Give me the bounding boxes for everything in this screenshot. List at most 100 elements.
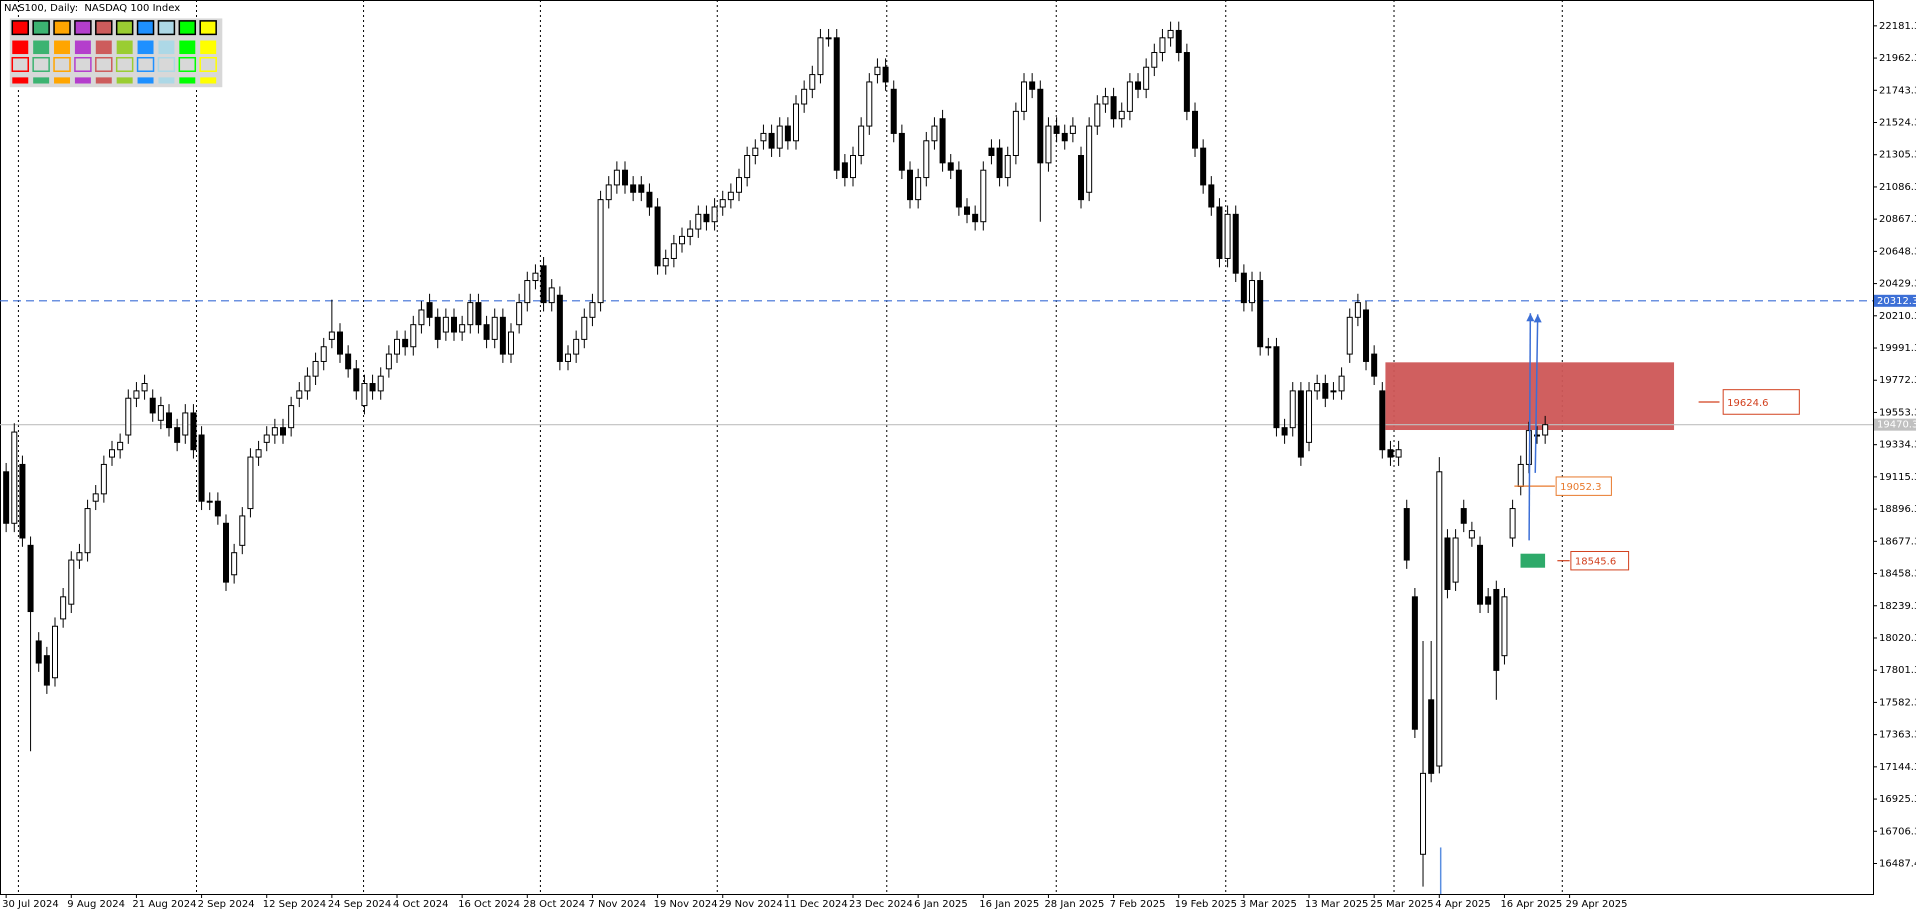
candle-body [858, 125, 865, 156]
x-tick-label: 16 Oct 2024 [458, 899, 520, 910]
candle-body [1224, 213, 1231, 259]
candle-body [866, 81, 873, 127]
candle-body [1306, 390, 1313, 443]
level-label-box [1722, 389, 1800, 415]
color-swatch[interactable] [199, 56, 217, 72]
color-swatch[interactable] [74, 56, 92, 72]
candle-body [556, 294, 563, 362]
candle-body [182, 412, 189, 436]
color-swatch[interactable] [33, 77, 50, 84]
color-swatch[interactable] [157, 20, 176, 36]
candle-body [328, 331, 335, 340]
candle-body [874, 66, 881, 76]
color-swatch[interactable] [116, 40, 133, 55]
candle-body [385, 353, 392, 370]
x-tick-label: 11 Dec 2024 [784, 899, 848, 910]
color-swatch[interactable] [136, 56, 155, 72]
color-swatch[interactable] [95, 56, 113, 72]
color-swatch[interactable] [178, 56, 197, 72]
candle-body [149, 397, 156, 414]
color-swatch[interactable] [136, 20, 155, 36]
color-swatch[interactable] [200, 40, 217, 55]
color-swatch[interactable] [53, 56, 71, 72]
candle-body [3, 471, 10, 524]
candle-body [361, 383, 368, 407]
color-swatch[interactable] [11, 20, 29, 36]
candle-body [1021, 81, 1028, 112]
y-tick-label: 18896.3 [1879, 504, 1916, 515]
x-tick-label: 4 Oct 2024 [393, 899, 448, 910]
color-swatch[interactable] [200, 77, 217, 84]
color-swatch[interactable] [178, 20, 197, 36]
candle-body [223, 522, 230, 583]
candle-body [1477, 544, 1484, 605]
candle-body [1338, 375, 1345, 392]
color-swatch[interactable] [179, 77, 196, 84]
color-swatch[interactable] [74, 20, 92, 36]
color-swatch[interactable] [32, 56, 50, 72]
color-swatch[interactable] [158, 77, 175, 84]
y-tick-label: 16925.3 [1879, 794, 1916, 805]
candle-body [1420, 772, 1427, 855]
color-swatch[interactable] [33, 40, 50, 55]
candle-body [1534, 434, 1541, 437]
candle-body [565, 353, 572, 362]
y-tick-label: 20867.3 [1879, 214, 1916, 225]
candle-body [972, 213, 979, 223]
candle-body [654, 206, 661, 267]
color-swatch[interactable] [179, 40, 196, 55]
candle-body [980, 169, 987, 223]
candle-body [1265, 346, 1272, 349]
color-swatch[interactable] [74, 77, 91, 84]
arrow-head [1526, 313, 1535, 322]
color-swatch[interactable] [116, 77, 133, 84]
x-tick-label: 4 Apr 2025 [1435, 899, 1490, 910]
color-swatch[interactable] [157, 56, 176, 72]
price-label-box [1874, 294, 1916, 307]
candle-body [719, 199, 726, 208]
candle-body [850, 154, 857, 179]
candle-body [1037, 88, 1044, 164]
x-tick-label: 19 Feb 2025 [1175, 899, 1237, 910]
candle-body [1371, 353, 1378, 377]
color-swatch[interactable] [115, 56, 134, 72]
color-swatch[interactable] [53, 20, 71, 36]
color-swatch[interactable] [54, 77, 71, 84]
color-swatch[interactable] [11, 56, 29, 72]
color-swatch[interactable] [12, 40, 29, 55]
color-swatch[interactable] [115, 20, 134, 36]
candle-body [1395, 449, 1402, 458]
candle-body [255, 449, 262, 458]
color-swatch[interactable] [95, 77, 112, 84]
candle-body [1517, 463, 1524, 487]
candle-body [1330, 390, 1337, 393]
color-swatch[interactable] [54, 40, 71, 55]
candle-body [1501, 596, 1508, 657]
candle-body [1240, 272, 1247, 304]
color-swatch[interactable] [95, 40, 112, 55]
candle-body [353, 368, 360, 392]
color-swatch[interactable] [32, 20, 50, 36]
candle-body [141, 383, 148, 392]
color-swatch[interactable] [199, 20, 217, 36]
candle-body [662, 257, 669, 267]
color-swatch[interactable] [137, 77, 154, 84]
color-swatch[interactable] [12, 77, 29, 84]
color-swatch[interactable] [74, 40, 91, 55]
color-swatch[interactable] [158, 40, 175, 55]
y-tick-label: 21524.3 [1879, 118, 1916, 129]
candle-body [964, 206, 971, 215]
color-swatch[interactable] [137, 40, 154, 55]
candle-body [679, 235, 686, 245]
candle-body [1436, 471, 1443, 767]
x-tick-label: 9 Aug 2024 [67, 899, 125, 910]
candle-body [1428, 699, 1435, 774]
candle-body [597, 199, 604, 304]
candle-body [573, 338, 580, 355]
candle-body [907, 169, 914, 201]
color-swatch[interactable] [95, 20, 113, 36]
arrow-shaft [1528, 313, 1532, 541]
level-label: 19052.3 [1560, 482, 1601, 493]
candle-body [263, 434, 270, 443]
